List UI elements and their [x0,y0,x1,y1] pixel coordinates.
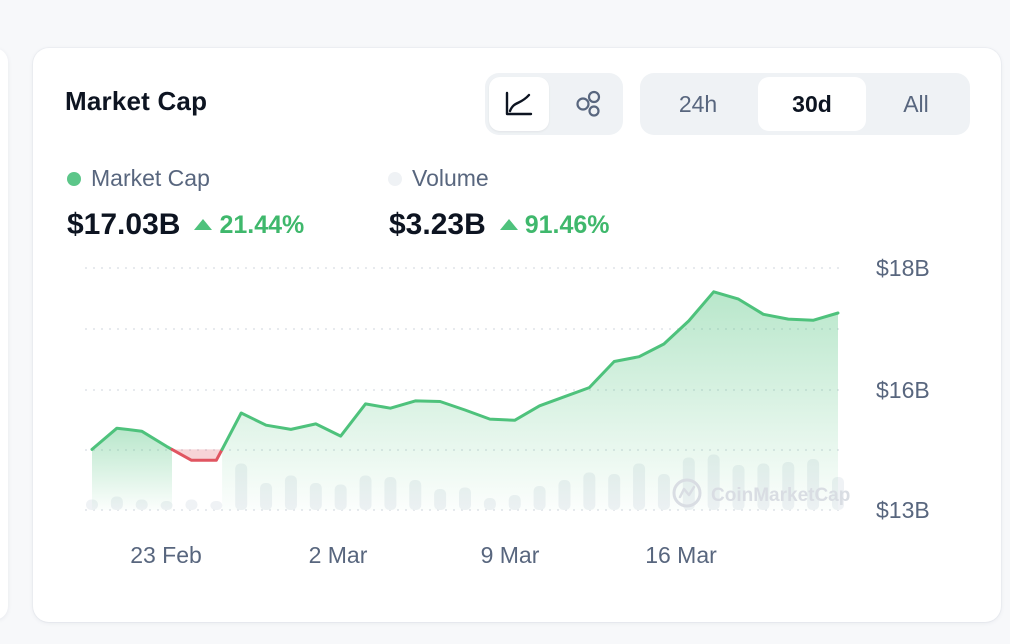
adjacent-card-edge [0,48,8,620]
triangle-up-icon [499,218,518,230]
volume-value: $3.23B [389,208,486,241]
y-tick-label: $16B [876,377,930,403]
x-tick-label: 9 Mar [481,542,540,568]
x-tick-label: 2 Mar [309,542,368,568]
legend-market-cap-label: Market Cap [91,165,210,191]
volume-stat: $3.23B 91.46% [389,208,610,242]
watermark-text: CoinMarketCap [711,485,850,506]
x-tick-label: 16 Mar [645,542,717,568]
bubbles-icon [576,90,601,117]
area-fill-up [222,291,839,510]
x-tick-label: 23 Feb [130,542,202,568]
volume-change: 91.46% [499,210,610,240]
chart-type-toggle [485,73,623,135]
market-cap-dot-icon [67,171,81,186]
triangle-up-icon [194,218,213,230]
market-cap-change-value: 21.44% [219,210,305,239]
area-fill-up [92,428,172,510]
area-fill-down [172,449,223,461]
time-range-selector: 24h 30d All [640,73,970,135]
watermark: CoinMarketCap [672,478,850,508]
line-chart-icon [505,91,533,116]
volume-bar [210,501,223,510]
legend-volume[interactable]: Volume [388,165,489,192]
market-cap-change: 21.44% [194,211,304,240]
line-chart-toggle-button[interactable] [489,77,549,131]
y-tick-label: $18B [876,255,930,281]
range-24h-button[interactable]: 24h [678,90,718,117]
volume-bar [185,499,198,510]
bubble-chart-toggle-button[interactable] [559,77,619,131]
card-title: Market Cap [65,86,208,116]
legend-market-cap[interactable]: Market Cap [67,165,210,192]
volume-change-value: 91.46% [524,210,610,239]
market-cap-line-up [220,290,840,451]
legend-volume-label: Volume [412,165,489,191]
range-all-button[interactable]: All [903,90,929,117]
market-cap-value: $17.03B [67,208,181,241]
market-cap-line-up [90,426,174,451]
volume-dot-icon [388,171,402,186]
market-cap-stat: $17.03B 21.44% [67,208,304,242]
y-tick-label: $13B [876,497,930,523]
market-cap-line-down [170,447,224,462]
range-30d-button[interactable]: 30d [758,77,866,131]
market-cap-card: Market Cap 24h 30d All Market Cap Volume… [33,48,1001,622]
